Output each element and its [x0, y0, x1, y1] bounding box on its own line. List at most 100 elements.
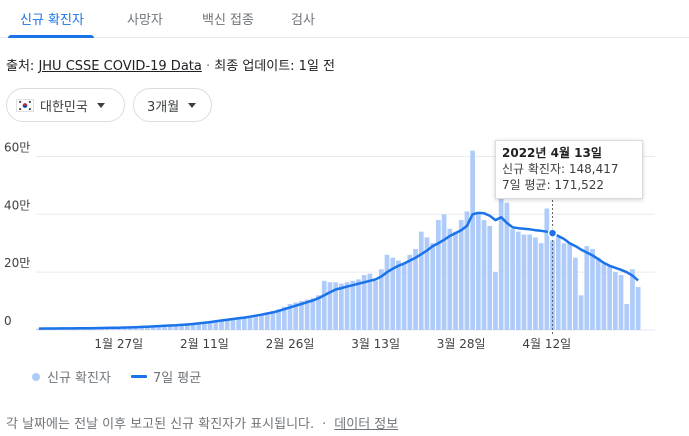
bar	[122, 327, 127, 330]
bar	[259, 314, 264, 330]
bar	[207, 321, 213, 330]
footer-note: 각 날짜에는 전날 이후 보고된 신규 확진자가 표시됩니다. · 데이터 정보	[6, 413, 398, 432]
highlight-point	[547, 228, 558, 238]
bar	[356, 279, 361, 330]
bar	[493, 272, 498, 330]
bar	[202, 322, 207, 330]
axis-labels: 0 20만 40만 60만 1월 27일 2월 11일 2월 26일 3월 13일 3월 28일…	[4, 140, 571, 351]
bar	[224, 319, 230, 330]
x-tick-label: 1월 27일	[94, 337, 143, 351]
x-tick-label: 2월 26일	[266, 337, 315, 351]
period-selector[interactable]: 3개월	[133, 88, 212, 122]
region-selector[interactable]: 대한민국	[6, 88, 125, 122]
tab-bar: 신규 확진자 사망자 백신 접종 검사	[0, 0, 689, 38]
data-source: 출처: JHU CSSE COVID-19 Data · 최종 업데이트: 1일…	[6, 55, 335, 74]
region-label: 대한민국	[40, 99, 88, 115]
bar	[418, 231, 424, 330]
bar	[339, 283, 344, 330]
bar	[544, 208, 550, 330]
bar	[390, 257, 396, 330]
bar	[133, 327, 139, 330]
bar	[241, 316, 247, 330]
bar	[350, 280, 356, 330]
bar	[475, 214, 481, 330]
bar	[481, 220, 487, 330]
tab-tests[interactable]: 검사	[291, 13, 315, 28]
data-info-link[interactable]: 데이터 정보	[334, 417, 399, 432]
bar	[458, 220, 464, 330]
bar	[173, 325, 179, 330]
tab-vaccinations[interactable]: 백신 접종	[202, 13, 254, 28]
bar	[150, 326, 156, 330]
bar	[538, 243, 544, 330]
bar	[139, 326, 144, 330]
bar	[156, 325, 162, 330]
bar	[470, 150, 475, 330]
legend-cases-label: 신규 확진자	[47, 371, 111, 386]
bar	[190, 323, 196, 330]
tab-deaths[interactable]: 사망자	[127, 13, 163, 28]
y-tick-label: 40만	[4, 198, 30, 212]
series-line-average	[38, 211, 639, 330]
bar	[612, 272, 618, 330]
bar	[304, 299, 310, 330]
korea-flag-icon	[16, 98, 34, 112]
bar	[167, 325, 173, 330]
bar	[253, 314, 259, 330]
bar	[321, 280, 327, 330]
bar	[179, 324, 184, 330]
tab-new-cases[interactable]: 신규 확진자	[20, 13, 84, 28]
bar	[36, 328, 42, 330]
chart-legend: 신규 확진자 7일 평균	[32, 367, 201, 386]
bar	[327, 282, 333, 330]
bar	[487, 225, 493, 330]
bar	[424, 237, 430, 330]
source-link[interactable]: JHU CSSE COVID-19 Data	[38, 59, 202, 74]
x-tick-label: 2월 11일	[180, 337, 229, 351]
bar	[373, 280, 378, 330]
bar	[281, 306, 287, 330]
x-tick-label: 4월 12일	[522, 337, 571, 351]
bar	[378, 269, 384, 330]
bar	[293, 302, 299, 330]
bar	[333, 282, 338, 330]
bar	[573, 257, 578, 330]
period-label: 3개월	[147, 99, 180, 115]
legend-average-label: 7일 평균	[152, 371, 202, 386]
bar	[590, 249, 595, 330]
legend-average-line-icon	[130, 375, 147, 378]
bar	[578, 295, 584, 330]
y-tick-label: 60만	[4, 140, 30, 154]
bar	[230, 318, 236, 330]
bar	[316, 295, 321, 330]
bar	[396, 260, 401, 330]
tooltip-average: 7일 평균: 171,522	[502, 178, 605, 192]
bar	[367, 273, 373, 330]
last-updated: 최종 업데이트: 1일 전	[214, 59, 335, 74]
x-tick-label: 3월 28일	[437, 337, 486, 351]
bar	[144, 326, 150, 330]
bar	[595, 257, 601, 330]
bar	[555, 237, 561, 330]
tooltip-cases: 신규 확진자: 148,417	[502, 162, 619, 176]
bar	[287, 303, 293, 330]
source-separator: ·	[201, 59, 215, 74]
cases-chart[interactable]: 0 20만 40만 60만 1월 27일 2월 11일 2월 26일 3월 13일 3월 28일…	[0, 130, 689, 362]
bar	[264, 312, 270, 330]
bar	[504, 202, 510, 330]
bar	[247, 316, 253, 330]
bar	[236, 317, 241, 330]
y-tick-label: 20만	[4, 256, 30, 270]
bar	[384, 254, 390, 330]
chart-tooltip: 2022년 4월 13일 신규 확진자: 148,417 7일 평균: 171,…	[495, 140, 643, 199]
bar	[310, 298, 316, 330]
bar	[270, 311, 276, 330]
bar	[196, 322, 202, 330]
y-tick-label: 0	[4, 314, 12, 328]
bar	[533, 237, 538, 330]
bar	[607, 266, 612, 330]
bar	[436, 220, 441, 330]
chevron-down-icon	[96, 102, 105, 108]
bar	[361, 275, 367, 330]
bar	[624, 303, 630, 330]
